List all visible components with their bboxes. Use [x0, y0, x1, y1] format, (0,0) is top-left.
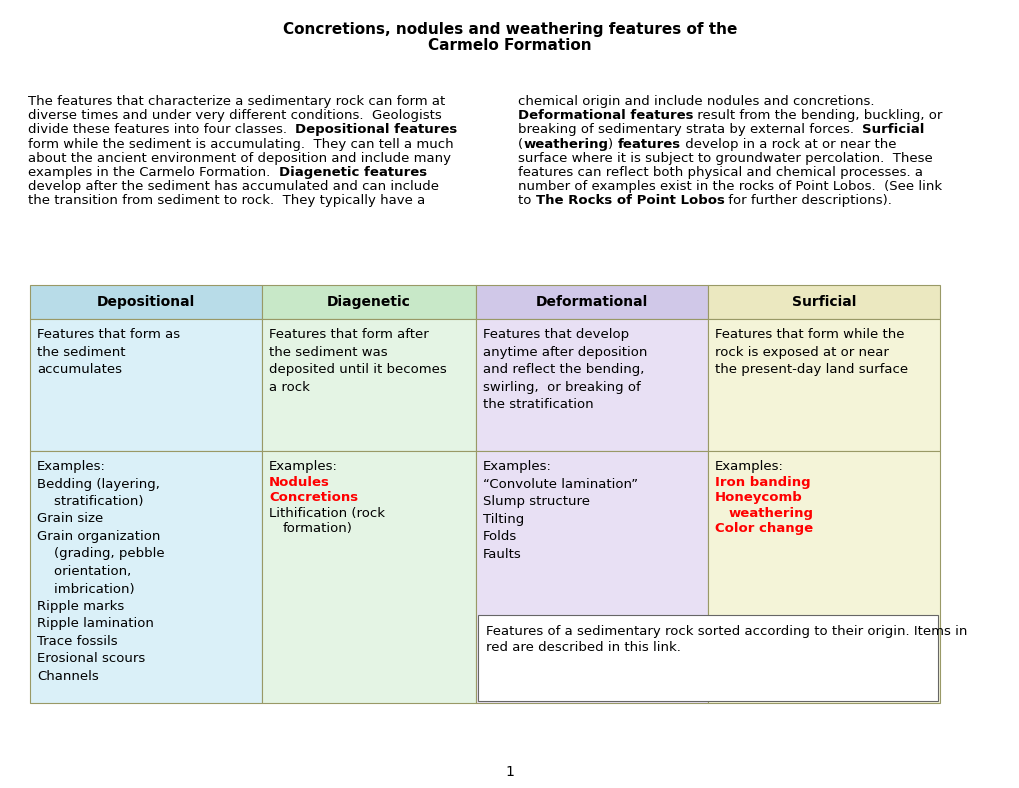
Text: surface where it is subject to groundwater percolation.  These: surface where it is subject to groundwat…: [518, 152, 931, 165]
Text: Color change: Color change: [714, 522, 812, 535]
Text: Lithification (rock: Lithification (rock: [269, 507, 384, 519]
Text: Diagenetic features: Diagenetic features: [278, 166, 427, 179]
Text: Examples:: Examples:: [714, 460, 784, 473]
Text: ): ): [607, 138, 616, 151]
Bar: [262, 285, 476, 319]
Bar: [30, 451, 262, 703]
Text: result from the bending, buckling, or: result from the bending, buckling, or: [693, 110, 942, 122]
Text: Deformational features: Deformational features: [518, 110, 693, 122]
Text: (: (: [518, 138, 523, 151]
Text: to: to: [518, 195, 535, 207]
Text: Concretions: Concretions: [269, 491, 358, 504]
Bar: [478, 615, 937, 701]
Bar: [707, 285, 940, 319]
Text: develop in a rock at or near the: develop in a rock at or near the: [680, 138, 896, 151]
Bar: [30, 319, 262, 451]
Text: The features that characterize a sedimentary rock can form at: The features that characterize a sedimen…: [28, 95, 445, 108]
Text: chemical origin and include nodules and concretions.: chemical origin and include nodules and …: [518, 95, 873, 108]
Text: weathering: weathering: [523, 138, 607, 151]
Text: Features that form as
the sediment
accumulates: Features that form as the sediment accum…: [37, 328, 180, 376]
Text: 1: 1: [505, 765, 514, 779]
Bar: [707, 319, 940, 451]
Text: Iron banding: Iron banding: [714, 475, 810, 489]
Text: examples in the Carmelo Formation.: examples in the Carmelo Formation.: [28, 166, 278, 179]
Text: divide these features into four classes.: divide these features into four classes.: [28, 124, 296, 136]
Text: diverse times and under very different conditions.  Geologists: diverse times and under very different c…: [28, 110, 441, 122]
Text: about the ancient environment of deposition and include many: about the ancient environment of deposit…: [28, 152, 450, 165]
Text: Features that form after
the sediment was
deposited until it becomes
a rock: Features that form after the sediment wa…: [269, 328, 446, 393]
Bar: [707, 451, 940, 703]
Text: Examples:: Examples:: [269, 460, 337, 473]
Text: Surficial: Surficial: [791, 295, 855, 309]
Text: Honeycomb: Honeycomb: [714, 491, 802, 504]
Text: features: features: [616, 138, 680, 151]
Text: the transition from sediment to rock.  They typically have a: the transition from sediment to rock. Th…: [28, 195, 425, 207]
Text: Depositional: Depositional: [97, 295, 195, 309]
Text: Carmelo Formation: Carmelo Formation: [428, 38, 591, 53]
Text: for further descriptions).: for further descriptions).: [723, 195, 892, 207]
Text: develop after the sediment has accumulated and can include: develop after the sediment has accumulat…: [28, 180, 438, 193]
Text: Concretions, nodules and weathering features of the: Concretions, nodules and weathering feat…: [282, 22, 737, 37]
Bar: [476, 319, 707, 451]
Text: formation): formation): [282, 522, 353, 535]
Text: Examples:
Bedding (layering,
    stratification)
Grain size
Grain organization
 : Examples: Bedding (layering, stratificat…: [37, 460, 164, 683]
Text: Surficial: Surficial: [862, 124, 924, 136]
Bar: [476, 451, 707, 703]
Text: Features that form while the
rock is exposed at or near
the present-day land sur: Features that form while the rock is exp…: [714, 328, 907, 376]
Text: Depositional features: Depositional features: [296, 124, 458, 136]
Text: Diagenetic: Diagenetic: [327, 295, 411, 309]
Text: number of examples exist in the rocks of Point Lobos.  (See link: number of examples exist in the rocks of…: [518, 180, 942, 193]
Bar: [30, 285, 262, 319]
Text: Deformational: Deformational: [535, 295, 647, 309]
Text: Features of a sedimentary rock sorted according to their origin. Items in: Features of a sedimentary rock sorted ac…: [485, 625, 966, 638]
Text: Examples:
“Convolute lamination”
Slump structure
Tilting
Folds
Faults: Examples: “Convolute lamination” Slump s…: [483, 460, 638, 560]
Text: features can reflect both physical and chemical processes. a: features can reflect both physical and c…: [518, 166, 922, 179]
Text: Features that develop
anytime after deposition
and reflect the bending,
swirling: Features that develop anytime after depo…: [483, 328, 647, 411]
Text: The Rocks of Point Lobos: The Rocks of Point Lobos: [535, 195, 723, 207]
Text: breaking of sedimentary strata by external forces.: breaking of sedimentary strata by extern…: [518, 124, 862, 136]
Text: weathering: weathering: [729, 507, 813, 519]
Text: red are described in this link.: red are described in this link.: [485, 641, 681, 654]
Bar: [262, 319, 476, 451]
Text: form while the sediment is accumulating.  They can tell a much: form while the sediment is accumulating.…: [28, 138, 453, 151]
Bar: [476, 285, 707, 319]
Bar: [262, 451, 476, 703]
Text: Nodules: Nodules: [269, 475, 329, 489]
